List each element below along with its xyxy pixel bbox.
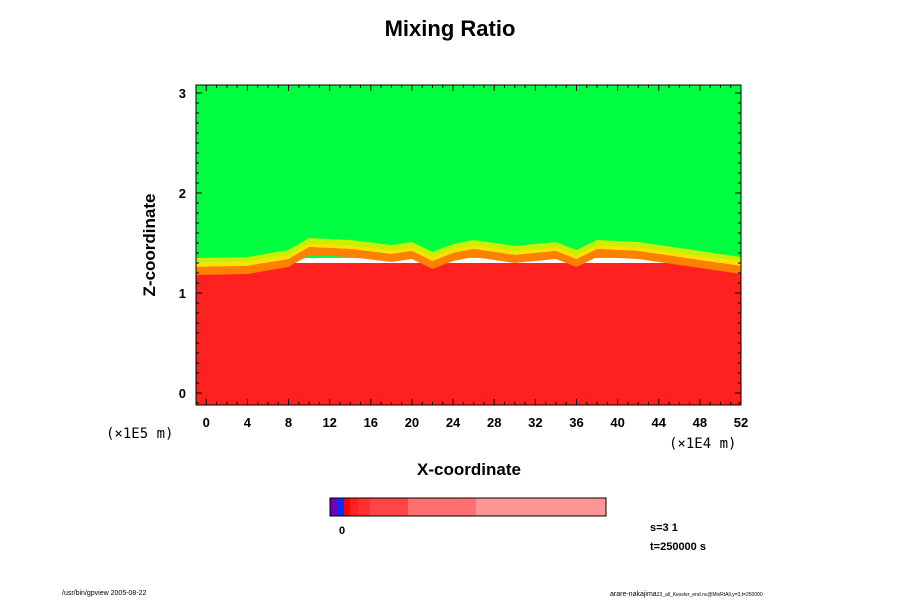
x-tick-label: 28 <box>487 415 501 430</box>
region-upper <box>196 85 741 258</box>
x-tick-label: 0 <box>203 415 210 430</box>
y-tick-label: 3 <box>179 86 186 101</box>
interface-band-upper <box>196 238 741 263</box>
colorbar-frame <box>329 497 607 517</box>
colorbar-segment <box>408 498 476 516</box>
annotation-s: s=3 1 <box>650 522 678 534</box>
y-tick-label: 1 <box>179 286 186 301</box>
chart-title: Mixing Ratio <box>384 16 516 41</box>
x-axis-label: X-coordinate <box>417 460 521 479</box>
x-tick-label: 12 <box>322 415 336 430</box>
footer-left: /usr/bin/gpview 2005-08-22 <box>62 590 147 597</box>
colorbar-segment <box>358 498 370 516</box>
x-tick-label: 8 <box>285 415 292 430</box>
footer-right-name: arare-nakajima <box>610 591 657 598</box>
colorbar-segment <box>370 498 408 516</box>
x-tick-label: 48 <box>693 415 707 430</box>
x-axis-unit: (×1E4 m) <box>669 436 737 452</box>
annotation-t: t=250000 s <box>650 541 706 553</box>
colorbar-segment <box>344 498 350 516</box>
colorbar-segment <box>330 498 337 516</box>
colorbar-segment <box>350 498 358 516</box>
interface-band-lower <box>196 247 741 275</box>
x-tick-label: 20 <box>405 415 419 430</box>
colorbar-segment <box>476 498 606 516</box>
x-tick-label: 4 <box>244 415 252 430</box>
interface-band-mid <box>196 243 741 267</box>
y-tick-label: 2 <box>179 186 186 201</box>
y-axis-unit: (×1E5 m) <box>106 426 174 442</box>
region-lower <box>196 263 741 405</box>
x-tick-label: 24 <box>446 415 461 430</box>
footer-right: arare-nakajima23_all_Kessler_end.nc@MixR… <box>610 591 763 598</box>
x-tick-label: 32 <box>528 415 542 430</box>
colorbar-segment <box>337 498 344 516</box>
x-tick-label: 52 <box>734 415 748 430</box>
x-tick-label: 44 <box>652 415 667 430</box>
y-tick-label: 0 <box>179 386 186 401</box>
x-tick-label: 16 <box>364 415 378 430</box>
footer-right-sub: 23_all_Kessler_end.nc@MixRtAll,y=3,t=250… <box>656 592 763 598</box>
colorbar-label: 0 <box>339 525 346 537</box>
x-tick-label: 36 <box>569 415 583 430</box>
x-tick-label: 40 <box>610 415 624 430</box>
plot-frame <box>195 84 742 406</box>
